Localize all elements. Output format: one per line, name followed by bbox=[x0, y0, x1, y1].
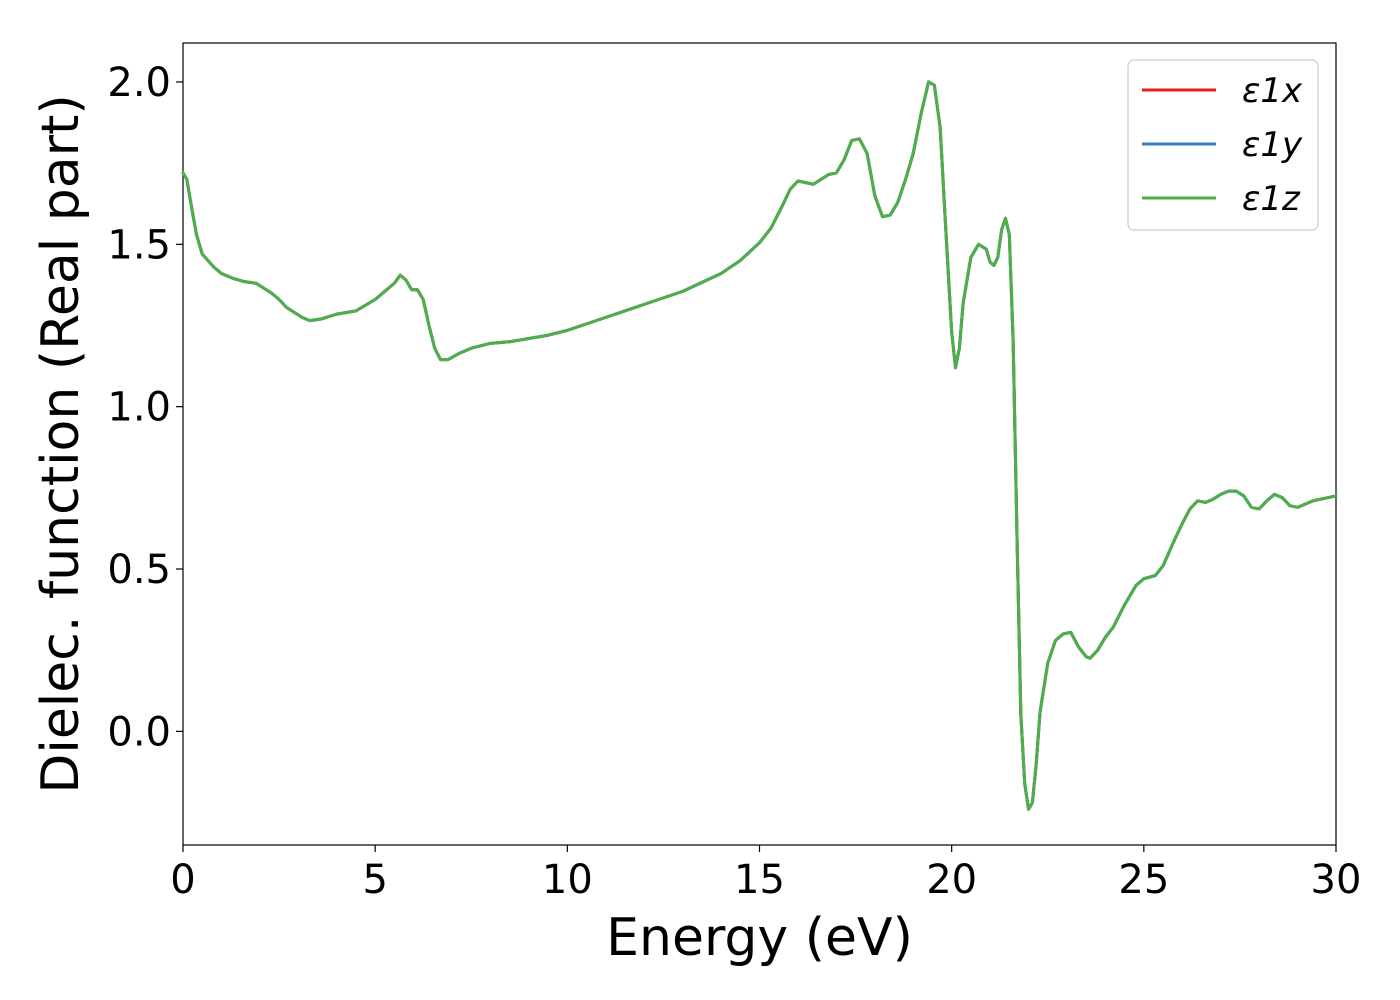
legend-label: ε1z bbox=[1242, 179, 1301, 219]
x-tick-label: 20 bbox=[926, 857, 977, 903]
legend-label: ε1x bbox=[1242, 71, 1303, 111]
x-axis-label: Energy (eV) bbox=[606, 908, 913, 968]
series-line-3 bbox=[181, 80, 1338, 811]
legend: ε1x ε1y ε1z bbox=[1127, 59, 1319, 231]
x-tick-label: 25 bbox=[1118, 857, 1169, 903]
y-tick-label: 0.5 bbox=[107, 547, 171, 593]
y-tick-label: 2.0 bbox=[107, 60, 171, 106]
ticks-group: 0 5 10 15 20 25 30 0.0 0.5 1.0 1.5 2.0 bbox=[107, 60, 1361, 903]
y-tick-label: 1.5 bbox=[107, 222, 171, 268]
legend-frame bbox=[1127, 59, 1319, 231]
y-tick-label: 0.0 bbox=[107, 709, 171, 755]
y-axis-label: Dielec. function (Real part) bbox=[31, 94, 91, 793]
y-tick-label: 1.0 bbox=[107, 385, 171, 431]
legend-label: ε1y bbox=[1242, 125, 1303, 165]
x-tick-label: 5 bbox=[362, 857, 387, 903]
x-tick-label: 0 bbox=[170, 857, 195, 903]
x-tick-label: 30 bbox=[1311, 857, 1362, 903]
series-group bbox=[181, 80, 1338, 811]
x-tick-label: 15 bbox=[734, 857, 785, 903]
x-tick-label: 10 bbox=[542, 857, 593, 903]
